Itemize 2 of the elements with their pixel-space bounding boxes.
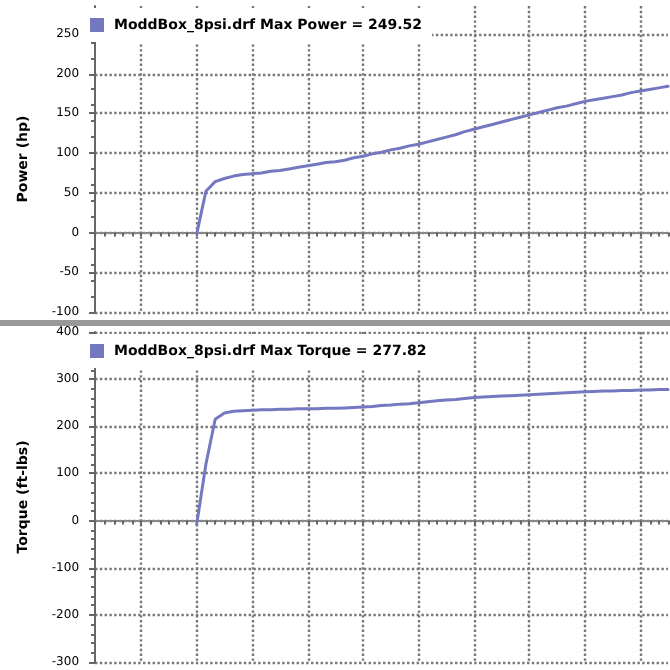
line-series <box>195 388 670 526</box>
line-series <box>195 84 670 236</box>
